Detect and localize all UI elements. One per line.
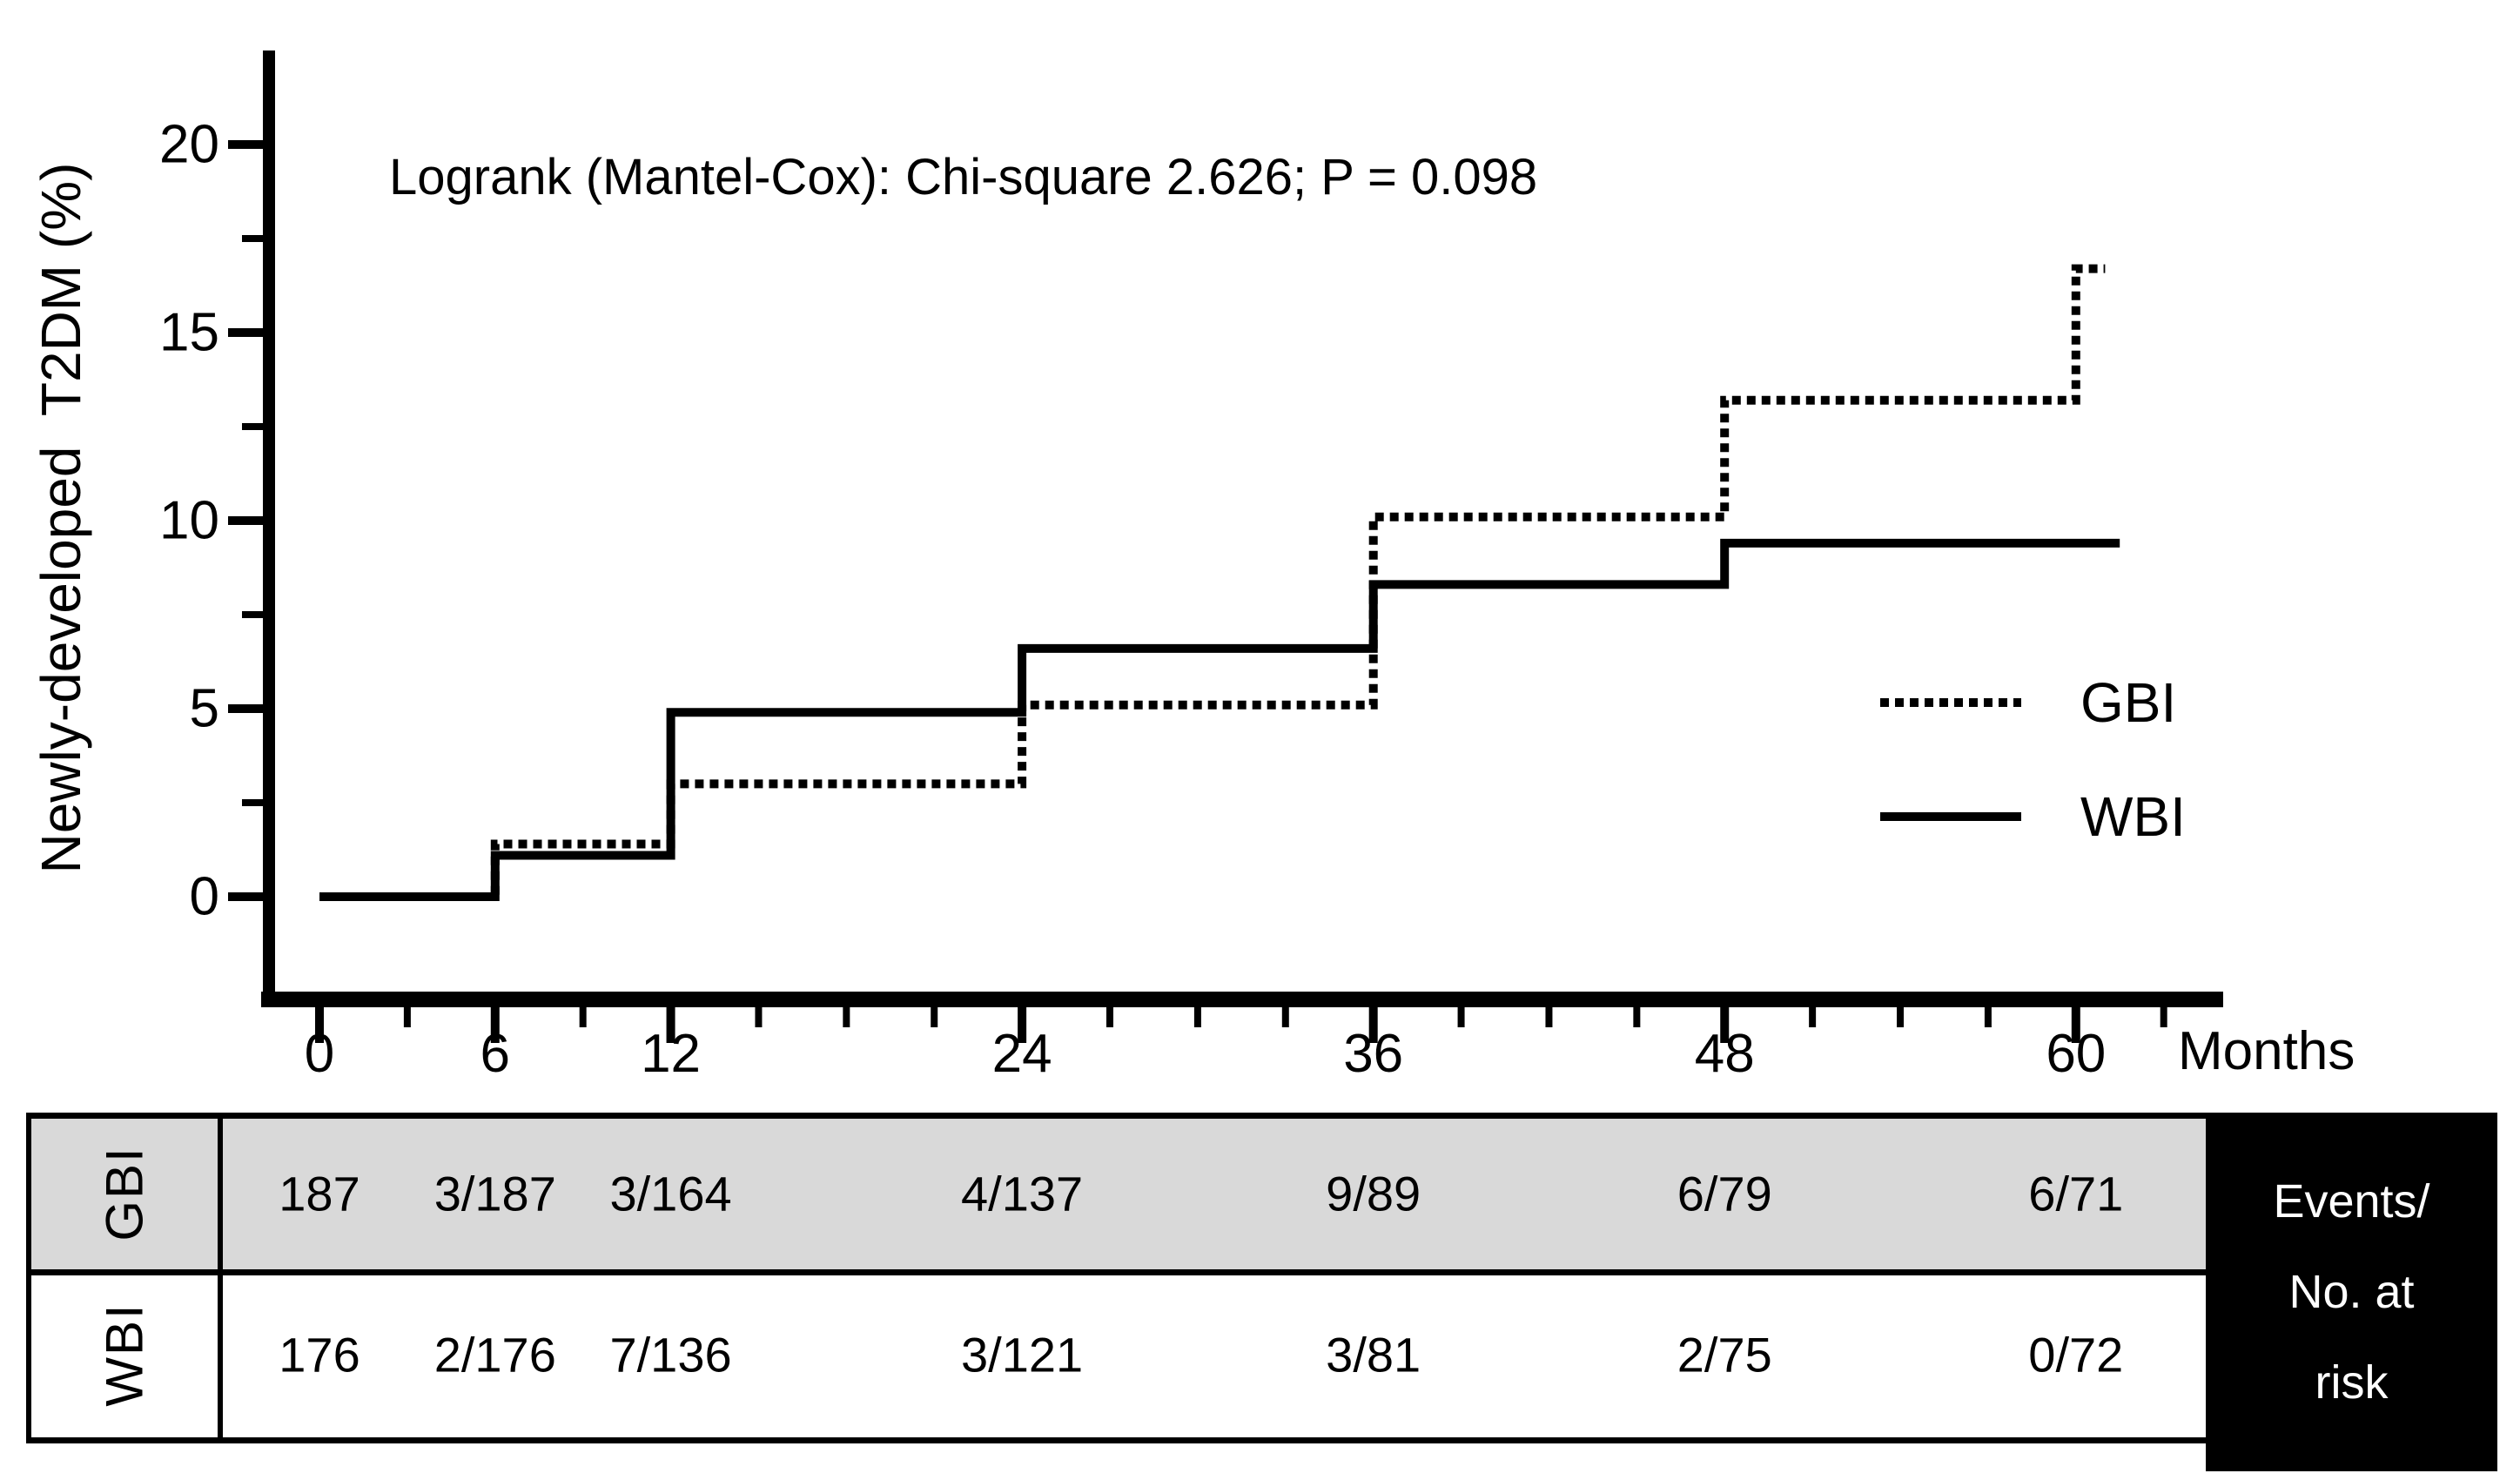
risk-cell-gbi-month-6: 3/187: [433, 1166, 556, 1221]
risk-table-row-gbi-background: [31, 1119, 2206, 1269]
y-tick-label-15: 15: [159, 302, 219, 363]
x-tick-label-36: 36: [1343, 1024, 1404, 1084]
risk-table-label-divider: [218, 1113, 223, 1443]
y-tick-label-20: 20: [159, 114, 219, 175]
risk-table-row-divider: [26, 1269, 2206, 1275]
events-at-risk-header-box: Events/ No. at risk: [2206, 1113, 2497, 1471]
risk-cell-gbi-month-48: 6/79: [1677, 1166, 1772, 1221]
events-header-line-3: risk: [2315, 1356, 2389, 1409]
risk-cell-wbi-month-0: 176: [279, 1327, 360, 1382]
x-tick-label-12: 12: [641, 1024, 702, 1084]
risk-table-top-border: [26, 1113, 2497, 1119]
events-header-line-2: No. at: [2288, 1266, 2415, 1318]
x-axis-title: Months: [2178, 1021, 2355, 1081]
x-tick-label-60: 60: [2046, 1024, 2107, 1084]
legend-label-gbi: GBI: [2080, 671, 2177, 734]
risk-table-bottom-border: [26, 1437, 2206, 1443]
events-header-line-1: Events/: [2273, 1175, 2430, 1228]
risk-cell-wbi-month-24: 3/121: [961, 1327, 1084, 1382]
x-tick-label-0: 0: [304, 1024, 335, 1084]
y-tick-label-10: 10: [159, 490, 219, 551]
logrank-annotation: Logrank (Mantel-Cox): Chi-square 2.626; …: [389, 149, 1538, 205]
risk-cell-gbi-month-0: 187: [279, 1166, 360, 1221]
risk-cell-wbi-month-36: 3/81: [1326, 1327, 1421, 1382]
risk-cell-wbi-month-6: 2/176: [433, 1327, 556, 1382]
y-tick-label-0: 0: [189, 866, 219, 927]
risk-cell-gbi-month-60: 6/71: [2028, 1166, 2124, 1221]
risk-table-row-wbi-background: [31, 1275, 2206, 1437]
risk-table-row-label-gbi: GBI: [95, 1146, 154, 1241]
y-tick-label-5: 5: [189, 678, 219, 739]
survival-curve-plot: [228, 50, 2223, 1043]
risk-cell-wbi-month-12: 7/136: [609, 1327, 732, 1382]
risk-cell-wbi-month-48: 2/75: [1677, 1327, 1772, 1382]
y-axis-title: Newly-developed T2DM (%): [30, 162, 92, 874]
legend-label-wbi: WBI: [2080, 785, 2186, 848]
risk-cell-wbi-month-60: 0/72: [2028, 1327, 2124, 1382]
risk-cell-gbi-month-24: 4/137: [961, 1166, 1084, 1221]
risk-cell-gbi-month-36: 9/89: [1326, 1166, 1421, 1221]
x-tick-label-6: 6: [480, 1024, 511, 1084]
x-tick-label-24: 24: [991, 1024, 1052, 1084]
risk-table-left-border: [26, 1113, 31, 1443]
risk-cell-gbi-month-12: 3/164: [609, 1166, 732, 1221]
x-tick-label-48: 48: [1694, 1024, 1755, 1084]
risk-table-row-label-wbi: WBI: [95, 1302, 154, 1407]
